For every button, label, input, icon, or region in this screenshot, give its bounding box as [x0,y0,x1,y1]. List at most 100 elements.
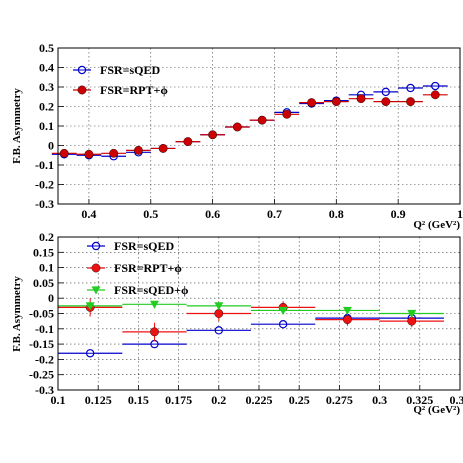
top-chart-x-tick-label: 0.8 [329,207,344,221]
bottom-chart-xlabel: Q² (GeV²) [413,404,460,416]
top-chart-fsr-rpt-point [183,137,193,147]
top-chart-y-tick-label: 0.3 [39,80,54,94]
bottom-chart-fsr-sqed-point [149,300,159,309]
top-chart-fsr-sqed-point [381,87,390,97]
bottom-chart-y-tick-label: 0.1 [39,261,54,275]
top-chart-y-tick-label: 0.4 [39,61,54,75]
top-chart-ylabel: F.B. Asymmetry [11,88,23,164]
top-chart-y-tick-label: 0 [48,139,54,153]
bottom-chart-fsr-sqed-point [85,349,95,358]
bottom-chart-marks [58,298,444,358]
bottom-chart-y-tick-label: 0 [48,291,54,305]
top-chart-x-tick-label: 0.9 [391,207,406,221]
top-chart-fsr-rpt-point [406,97,415,107]
top-chart-fsr-rpt-point [257,115,267,125]
top-chart-y-ticks: -0.3 -0.2 -0.1 0 0.1 0.2 0.3 0.4 0.5 [35,41,64,211]
bottom-chart-legend-marker-fsr-rpt [91,263,101,273]
bottom-chart: 0.1 0.125 0.15 0.175 0.2 0.225 0.25 0.275 0.3 0.3… [11,230,463,416]
bottom-chart-fsr-sqed-point [214,326,223,335]
top-chart-legend: FSR=sQED FSR=RPT+ϕ [73,63,168,97]
top-chart-x-tick-label: 1 [457,207,463,221]
top-chart-gridlines [58,48,460,204]
bottom-chart-x-tick-label: 0.175 [165,393,192,407]
top-chart-fsr-rpt-point [109,148,119,158]
top-chart-fsr-rpt-point [232,122,242,132]
bottom-chart-x-tick-label: 0.1 [51,393,66,407]
bottom-chart-fsr-sqed-point [278,306,288,315]
bottom-chart-x-tick-label: 0.225 [246,393,273,407]
bottom-chart-series-fsr-sqed [58,300,444,318]
top-chart-legend-item-fsr-rpt: FSR=RPT+ϕ [73,83,168,97]
bottom-chart-legend-item-fsr-sqed: FSR=sQED+ϕ [87,283,189,297]
bottom-chart-fsr-rpt-point [150,327,159,337]
top-chart-fsr-rpt-point [84,149,94,159]
bottom-chart-gridlines [58,237,460,390]
bottom-chart-y-tick-label: -0.3 [35,383,54,397]
top-chart-legend-item-fsr-sqed: FSR=sQED [73,63,161,77]
bottom-chart-x-tick-label: 0.3 [372,393,387,407]
top-chart-fsr-sqed-point [406,83,415,93]
bottom-chart-ylabel: F.B. Asymmetry [11,276,23,352]
bottom-chart-x-tick-label: 0.15 [128,393,149,407]
top-chart-x-tick-label: 0.7 [267,207,282,221]
bottom-chart-legend-item-fsr-sqed: FSR=sQED [87,239,175,253]
bottom-chart-y-tick-label: -0.2 [35,352,54,366]
bottom-chart-frame [57,236,461,391]
bottom-chart-fsr-sqed-point [150,339,159,349]
top-chart-x-tick-label: 0.6 [205,207,220,221]
top-chart-fsr-rpt-point [430,90,440,100]
bottom-chart-x-tick-label: 0.125 [85,393,112,407]
bottom-chart-y-tick-label: 0.05 [33,276,54,290]
bottom-chart-legend: FSR=sQED FSR=RPT+ϕ FSR=sQED+ϕ [87,239,189,297]
top-chart-series-fsr-rpt [51,90,448,159]
top-chart-fsr-rpt-point [307,98,316,108]
top-chart-fsr-rpt-point [158,144,168,153]
bottom-chart-legend-marker-fsr-sqed [91,241,101,251]
top-chart-y-tick-label: 0.1 [39,119,54,133]
top-chart-fsr-rpt-point [282,109,292,119]
top-chart-frame [57,47,461,205]
bottom-chart-y-ticks: -0.3-0.25 -0.2-0.15-0.1-0.05 00.050.1 0.150… [29,230,64,397]
top-chart: 0.4 0.5 0.6 0.7 0.8 0.9 1 -0.3 -0.2 -0.1 0 0.1 0.2 0… [11,41,463,231]
bottom-chart-y-tick-label: 0.2 [39,230,54,244]
bottom-chart-x-tick-label: 0.2 [211,393,226,407]
top-chart-x-ticks: 0.4 0.5 0.6 0.7 0.8 0.9 1 [81,199,463,221]
top-chart-fsr-rpt-point [381,97,391,107]
top-chart-fsr-rpt-point [59,148,69,158]
bottom-chart-x-tick-label: 0.35 [450,393,463,407]
top-chart-legend-marker-fsr-rpt [77,85,87,95]
bottom-chart-fsr-sqed-point [342,306,352,315]
bottom-chart-x-ticks: 0.1 0.125 0.15 0.175 0.2 0.225 0.25 0.275 0.3 0.3… [51,385,463,407]
top-chart-y-tick-label: -0.1 [35,158,54,172]
bottom-chart-fsr-rpt-point [407,316,417,326]
bottom-chart-fsr-sqed-point [407,309,417,318]
bottom-chart-fsr-sqed-point [214,302,224,311]
top-chart-legend-marker-fsr-sqed [77,65,87,75]
bottom-chart-legend-item-fsr-rpt: FSR=RPT+ϕ [87,261,182,275]
bottom-chart-legend-label-fsr-sqed: FSR=sQED [114,239,175,253]
bottom-chart-series-fsr-rpt [58,298,444,342]
top-chart-fsr-rpt-point [133,145,143,155]
top-chart-xlabel: Q² (GeV²) [413,219,460,231]
top-chart-fsr-rpt-point [356,94,366,104]
top-chart-y-tick-label: -0.3 [35,197,54,211]
top-chart-x-tick-label: 0.5 [143,207,158,221]
top-chart-legend-label-fsr-rpt: FSR=RPT+ϕ [100,83,168,97]
top-chart-legend-label-fsr-sqed: FSR=sQED [100,63,161,77]
bottom-chart-fsr-sqed-point [85,302,95,311]
top-chart-y-tick-label: 0.2 [39,100,54,114]
bottom-chart-y-tick-label: 0.15 [33,245,54,259]
bottom-chart-fsr-rpt-point [343,315,352,325]
top-chart-fsr-rpt-point [208,130,218,140]
bottom-chart-legend-label-fsr-sqed: FSR=sQED+ϕ [114,283,189,297]
bottom-chart-x-tick-label: 0.25 [289,393,310,407]
bottom-chart-legend-label-fsr-rpt: FSR=RPT+ϕ [114,261,182,275]
bottom-chart-legend-marker-fsr-sqed [91,286,101,295]
bottom-chart-x-tick-label: 0.275 [326,393,353,407]
bottom-chart-y-tick-label: -0.05 [29,307,54,321]
top-chart-y-tick-label: -0.2 [35,178,54,192]
bottom-chart-x-tick-label: 0.325 [406,393,433,407]
bottom-chart-y-tick-label: -0.25 [29,368,54,382]
bottom-chart-y-tick-label: -0.1 [35,322,54,336]
top-chart-x-tick-label: 0.4 [81,207,96,221]
